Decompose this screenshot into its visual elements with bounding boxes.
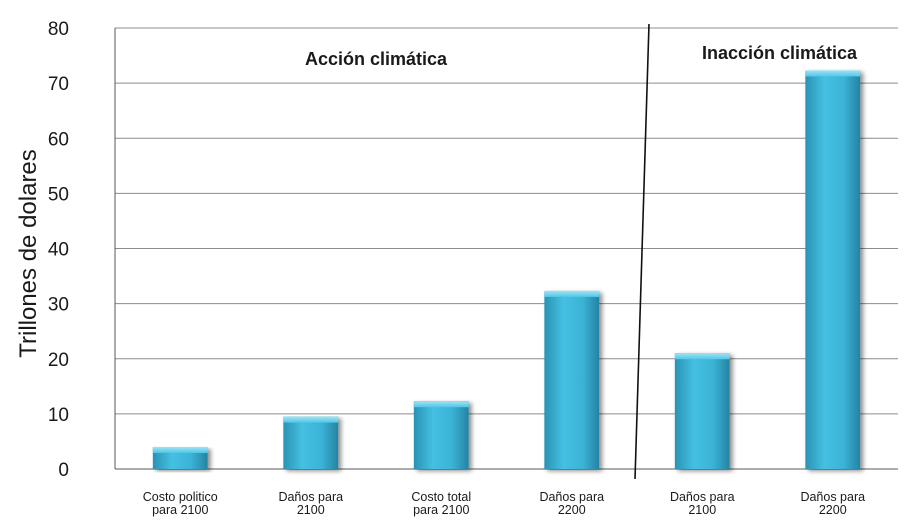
bar-body [544, 290, 600, 469]
y-tick-label: 80 [48, 19, 69, 40]
y-tick-label: 60 [48, 129, 69, 150]
bar-body [674, 353, 730, 469]
category-label-line: Costo politico [143, 490, 218, 504]
bar [544, 290, 600, 469]
bar-top-highlight [674, 353, 730, 360]
bar-top-highlight [283, 416, 339, 423]
bar-top-highlight [152, 446, 208, 453]
y-axis-label: Trillones de dolares [15, 149, 42, 358]
gridlines [115, 27, 898, 415]
bars [152, 70, 861, 469]
category-label-line: para 2100 [152, 503, 208, 517]
y-tick-label: 50 [48, 184, 69, 205]
category-label: Costo politico para 2100 [143, 490, 218, 517]
category-label-line: Daños para [670, 490, 735, 504]
y-tick-label: 0 [58, 460, 69, 481]
category-label-line: para 2100 [413, 503, 469, 517]
y-tick-label: 30 [48, 295, 69, 316]
category-label-line: 2100 [688, 503, 716, 517]
bar-top-highlight [413, 401, 469, 408]
bar-top-highlight [805, 70, 861, 77]
bar-body [805, 70, 861, 469]
category-label: Daños para 2100 [278, 490, 343, 517]
category-label: Daños para 2200 [539, 490, 604, 517]
y-tick-label: 10 [48, 405, 69, 426]
category-label-line: Costo total [411, 490, 471, 504]
category-label-line: 2200 [819, 503, 847, 517]
region-divider [634, 23, 650, 480]
category-label-line: 2200 [558, 503, 586, 517]
category-label: Daños para 2100 [670, 490, 735, 517]
bar [413, 401, 469, 469]
bar [674, 353, 730, 469]
bar-body [283, 416, 339, 469]
category-label: Daños para 2200 [800, 490, 865, 517]
category-label-line: Daños para [800, 490, 865, 504]
category-label-line: Daños para [539, 490, 604, 504]
bar [152, 446, 208, 469]
category-label-line: Daños para [278, 490, 343, 504]
bar [805, 70, 861, 469]
category-label-line: 2100 [297, 503, 325, 517]
bar-top-highlight [544, 290, 600, 297]
region-label-inaccion: Inacción climática [702, 43, 858, 63]
region-label-accion: Acción climática [305, 49, 448, 69]
y-tick-labels: 0 10 20 30 40 50 60 70 80 [48, 19, 69, 481]
bar-body [413, 401, 469, 469]
bar [283, 416, 339, 469]
y-tick-label: 40 [48, 240, 69, 261]
category-label: Costo total para 2100 [411, 490, 471, 517]
y-tick-label: 20 [48, 350, 69, 371]
y-tick-label: 70 [48, 74, 69, 95]
